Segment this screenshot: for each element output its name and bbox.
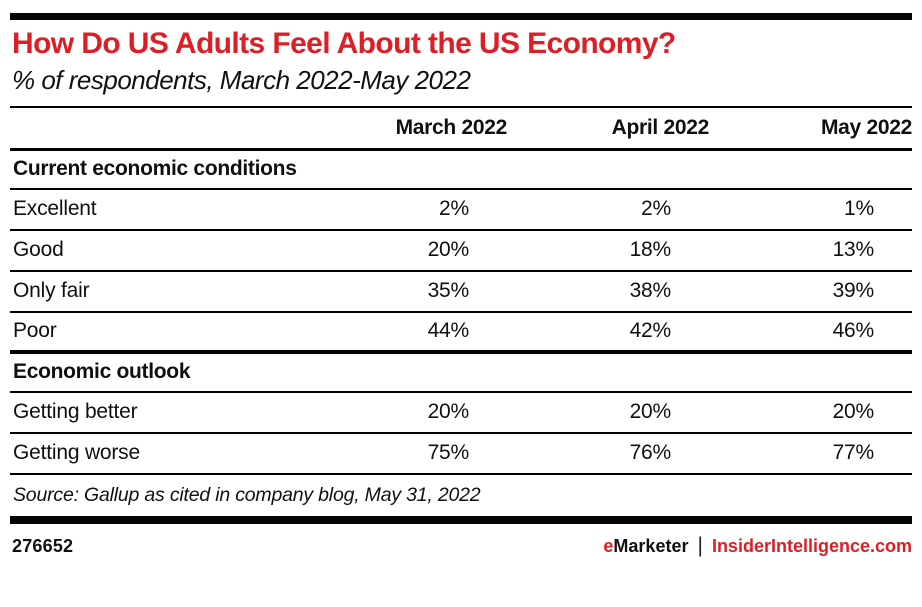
cell-value: 42% xyxy=(629,319,672,343)
section-header-economic-outlook: Economic outlook xyxy=(10,354,912,393)
infographic-canvas: How Do US Adults Feel About the US Econo… xyxy=(0,13,922,607)
column-header-april: April 2022 xyxy=(611,115,710,139)
row-label: Only fair xyxy=(13,279,90,303)
table-row-only-fair: Only fair 35% 38% 39% xyxy=(10,272,912,313)
top-rule-bar xyxy=(10,13,912,20)
row-label: Good xyxy=(13,238,64,262)
table-row-good: Good 20% 18% 13% xyxy=(10,231,912,272)
cell-value: 46% xyxy=(832,319,875,343)
emarketer-logo-rest: Marketer xyxy=(613,536,689,557)
insider-intelligence-link[interactable]: InsiderIntelligence.com xyxy=(711,536,912,557)
row-label: Getting worse xyxy=(13,441,140,465)
brand-separator: | xyxy=(697,533,703,557)
cell-value: 20% xyxy=(427,238,470,262)
cell-value: 44% xyxy=(427,319,470,343)
cell-value: 75% xyxy=(427,441,470,465)
emarketer-logo-e: e xyxy=(603,536,614,557)
cell-value: 1% xyxy=(844,197,874,221)
cell-value: 39% xyxy=(832,279,875,303)
bottom-rule-bar xyxy=(10,515,912,524)
section-header-current-conditions: Current economic conditions xyxy=(10,151,912,190)
cell-value: 76% xyxy=(629,441,672,465)
source-note: Source: Gallup as cited in company blog,… xyxy=(13,483,481,506)
cell-value: 20% xyxy=(427,400,470,424)
table-header-row: March 2022 April 2022 May 2022 xyxy=(10,108,912,151)
row-label: Getting better xyxy=(13,400,138,424)
column-header-march: March 2022 xyxy=(395,115,508,139)
table-row-getting-better: Getting better 20% 20% 20% xyxy=(10,393,912,434)
section-label: Economic outlook xyxy=(13,360,191,384)
row-label: Excellent xyxy=(13,197,97,221)
cell-value: 77% xyxy=(832,441,875,465)
cell-value: 20% xyxy=(832,400,875,424)
cell-value: 35% xyxy=(427,279,470,303)
page-subtitle: % of respondents, March 2022-May 2022 xyxy=(12,64,471,95)
cell-value: 2% xyxy=(439,197,469,221)
section-label: Current economic conditions xyxy=(13,157,297,181)
cell-value: 38% xyxy=(629,279,672,303)
row-label: Poor xyxy=(13,319,57,343)
cell-value: 13% xyxy=(832,238,875,262)
data-table: March 2022 April 2022 May 2022 Current e… xyxy=(10,105,912,516)
table-row-getting-worse: Getting worse 75% 76% 77% xyxy=(10,434,912,475)
cell-value: 2% xyxy=(641,197,671,221)
column-header-may: May 2022 xyxy=(820,115,912,139)
brand-lockup: eMarketer | InsiderIntelligence.com xyxy=(603,533,912,559)
cell-value: 18% xyxy=(629,238,672,262)
table-row-excellent: Excellent 2% 2% 1% xyxy=(10,190,912,231)
footer: 276652 eMarketer | InsiderIntelligence.c… xyxy=(10,533,912,559)
chart-id: 276652 xyxy=(12,536,74,557)
table-row-poor: Poor 44% 42% 46% xyxy=(10,313,912,354)
emarketer-logo: eMarketer xyxy=(603,536,688,557)
cell-value: 20% xyxy=(629,400,672,424)
page-title: How Do US Adults Feel About the US Econo… xyxy=(12,27,676,60)
